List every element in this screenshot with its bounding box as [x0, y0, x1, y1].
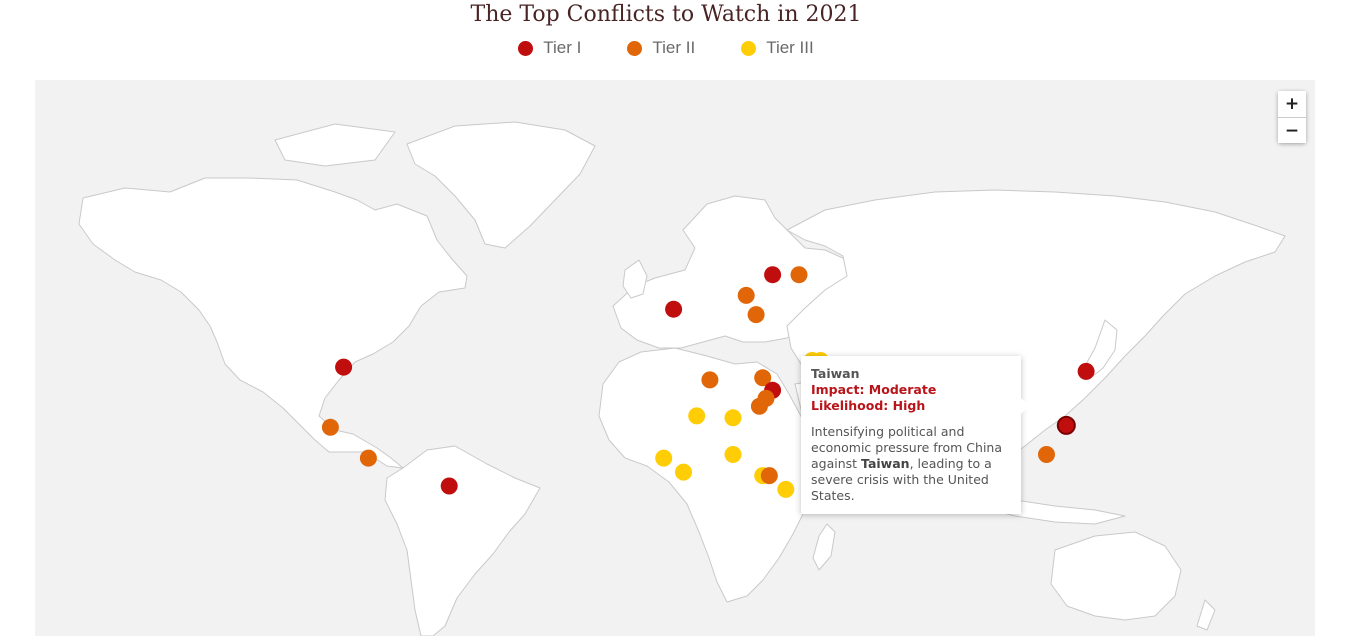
legend-label: Tier I	[543, 38, 582, 57]
conflict-marker-tier-3[interactable]	[675, 463, 692, 481]
conflict-marker-tier-3[interactable]	[777, 480, 795, 498]
tooltip-desc-text: Intensifying political and economic pres…	[811, 424, 1003, 471]
tier-2-dot-icon	[627, 40, 643, 56]
conflict-marker-tier-2[interactable]	[737, 286, 755, 304]
conflict-marker-tier-2[interactable]	[750, 397, 768, 415]
land-layer	[78, 121, 1286, 636]
conflict-marker-tier-3[interactable]	[655, 449, 673, 467]
legend-item-tier-3[interactable]: Tier III	[741, 38, 814, 58]
tooltip-likelihood: Likelihood: High	[811, 398, 926, 413]
legend-label: Tier II	[652, 38, 696, 57]
conflict-marker-tier-2[interactable]	[701, 371, 719, 389]
legend-item-tier-2[interactable]: Tier II	[627, 38, 695, 58]
conflict-tooltip: Taiwan Impact: Moderate Likelihood: High…	[801, 356, 1029, 514]
zoom-control: + −	[1278, 91, 1306, 143]
tooltip-desc-bold: Taiwan	[861, 456, 910, 471]
north-america-landmass	[78, 177, 468, 469]
conflict-marker-tier-2[interactable]	[359, 449, 377, 467]
world-map[interactable]: + − Taiwan Impact: Moderate Likelihood: …	[35, 80, 1315, 636]
conflict-marker-tier-1[interactable]	[1077, 362, 1095, 380]
conflict-marker-tier-2[interactable]	[1038, 446, 1055, 463]
conflict-marker-tier-3[interactable]	[688, 407, 706, 425]
zoom-out-button[interactable]: −	[1278, 117, 1306, 143]
conflict-marker-tier-1[interactable]	[440, 477, 458, 495]
conflict-marker-tier-2[interactable]	[747, 306, 765, 324]
south-america-landmass	[384, 445, 541, 636]
conflict-marker-tier-1[interactable]	[665, 300, 683, 318]
uk-landmass	[622, 259, 648, 299]
tooltip-impact: Impact: Moderate	[811, 382, 937, 397]
legend-item-tier-1[interactable]: Tier I	[518, 38, 581, 58]
conflict-marker-tier-1[interactable]	[1056, 415, 1076, 435]
tier-1-dot-icon	[518, 40, 534, 56]
tooltip-desc-text: , leading to a severe crisis with the Un…	[811, 456, 992, 503]
legend: Tier I Tier II Tier III	[0, 38, 1332, 58]
japan-landmass	[1084, 319, 1118, 377]
tier-3-dot-icon	[741, 40, 757, 56]
arctic-islands	[274, 123, 396, 167]
conflict-marker-tier-2[interactable]	[754, 369, 772, 387]
zoom-in-button[interactable]: +	[1278, 91, 1306, 117]
madagascar-landmass	[812, 523, 836, 571]
africa-landmass	[598, 347, 832, 603]
new-zealand-landmass	[1196, 599, 1216, 631]
conflict-markers	[321, 266, 1095, 498]
conflict-marker-tier-2[interactable]	[790, 266, 808, 284]
conflict-marker-tier-2[interactable]	[321, 418, 339, 436]
conflict-marker-tier-3[interactable]	[724, 446, 742, 463]
map-title: The Top Conflicts to Watch in 2021	[470, 2, 862, 27]
conflict-marker-tier-1[interactable]	[764, 266, 782, 284]
conflict-marker-tier-2[interactable]	[760, 467, 778, 485]
tooltip-description: Intensifying political and economic pres…	[811, 424, 1011, 504]
conflict-marker-tier-1[interactable]	[335, 358, 353, 376]
tooltip-location: Taiwan	[811, 366, 860, 381]
legend-label: Tier III	[766, 38, 814, 57]
map-canvas	[78, 121, 1286, 636]
greenland-landmass	[406, 121, 596, 249]
australia-landmass	[1050, 531, 1182, 621]
conflict-marker-tier-3[interactable]	[724, 409, 742, 427]
